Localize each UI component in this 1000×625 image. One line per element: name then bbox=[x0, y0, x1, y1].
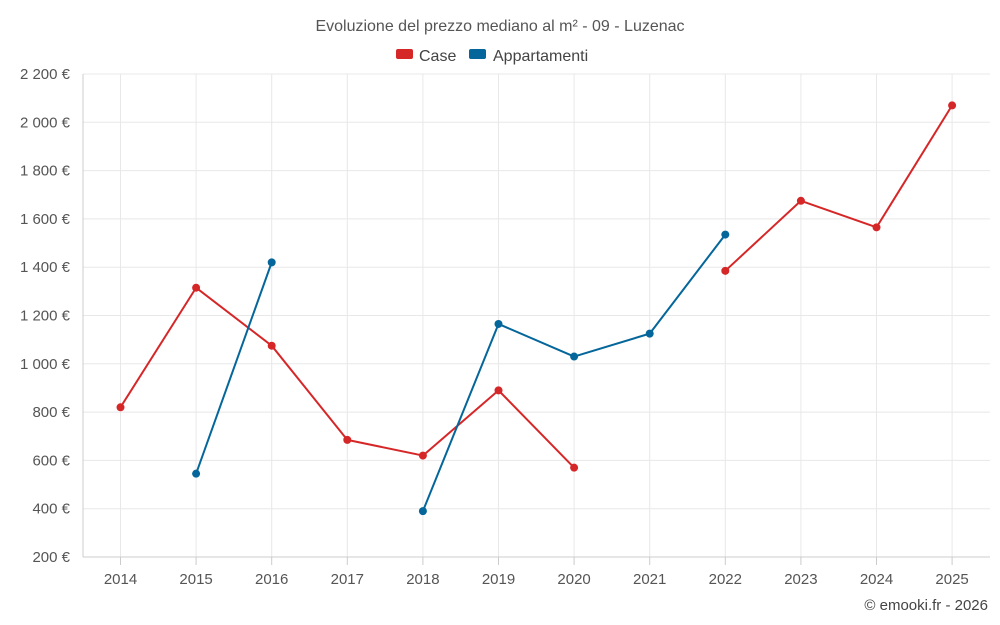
x-tick-label: 2015 bbox=[179, 571, 212, 588]
data-point-case[interactable] bbox=[418, 451, 427, 460]
data-point-case[interactable] bbox=[343, 435, 352, 444]
x-tick-label: 2022 bbox=[709, 571, 742, 588]
x-tick-label: 2024 bbox=[860, 571, 893, 588]
x-tick-label: 2019 bbox=[482, 571, 515, 588]
chart-title: Evoluzione del prezzo mediano al m² - 09… bbox=[315, 18, 684, 35]
legend-item-case[interactable]: Case bbox=[396, 48, 456, 65]
data-point-case[interactable] bbox=[948, 101, 957, 110]
data-point-appartamenti[interactable] bbox=[192, 469, 201, 478]
x-tick-label: 2020 bbox=[557, 571, 590, 588]
y-tick-label: 1 200 € bbox=[20, 308, 71, 325]
series-line-appartamenti bbox=[195, 262, 273, 475]
series-appartamenti bbox=[192, 230, 730, 516]
data-point-case[interactable] bbox=[267, 341, 276, 350]
y-tick-label: 1 000 € bbox=[20, 356, 71, 373]
series-case bbox=[116, 101, 957, 472]
data-point-case[interactable] bbox=[872, 223, 881, 232]
legend-label-case: Case bbox=[419, 48, 456, 65]
x-tick-label: 2017 bbox=[331, 571, 364, 588]
data-point-appartamenti[interactable] bbox=[267, 258, 276, 267]
data-point-appartamenti[interactable] bbox=[721, 230, 730, 239]
y-tick-label: 400 € bbox=[32, 501, 70, 518]
y-tick-label: 1 400 € bbox=[20, 259, 71, 276]
data-point-case[interactable] bbox=[570, 463, 579, 472]
y-tick-label: 600 € bbox=[32, 452, 70, 469]
y-tick-label: 2 000 € bbox=[20, 114, 71, 131]
data-point-appartamenti[interactable] bbox=[494, 319, 503, 328]
data-point-case[interactable] bbox=[796, 196, 805, 205]
y-tick-label: 1 800 € bbox=[20, 163, 71, 180]
y-tick-label: 200 € bbox=[32, 549, 70, 566]
y-tick-label: 1 600 € bbox=[20, 211, 71, 228]
data-point-case[interactable] bbox=[116, 403, 125, 412]
legend: Case Appartamenti bbox=[396, 48, 588, 65]
credit-text: © emooki.fr - 2026 bbox=[864, 597, 988, 614]
data-point-case[interactable] bbox=[721, 266, 730, 275]
data-point-appartamenti[interactable] bbox=[570, 352, 579, 361]
x-tick-label: 2016 bbox=[255, 571, 288, 588]
x-tick-label: 2021 bbox=[633, 571, 666, 588]
data-point-appartamenti[interactable] bbox=[418, 507, 427, 516]
legend-swatch-case bbox=[396, 49, 413, 59]
series-line-case bbox=[724, 104, 953, 272]
x-tick-label: 2025 bbox=[935, 571, 968, 588]
axes: 200 € 400 € 600 € 800 € 1 000 € 1 200 € 1 400 … bbox=[20, 66, 990, 588]
grid bbox=[83, 73, 990, 557]
x-tick-label: 2023 bbox=[784, 571, 817, 588]
data-point-case[interactable] bbox=[494, 386, 503, 395]
data-point-appartamenti[interactable] bbox=[645, 329, 654, 338]
legend-swatch-appartamenti bbox=[469, 49, 486, 59]
legend-label-appartamenti: Appartamenti bbox=[493, 48, 588, 65]
y-tick-label: 2 200 € bbox=[20, 66, 71, 83]
legend-item-appartamenti[interactable]: Appartamenti bbox=[469, 48, 588, 65]
x-tick-label: 2014 bbox=[104, 571, 137, 588]
y-tick-label: 800 € bbox=[32, 404, 70, 421]
data-point-case[interactable] bbox=[192, 283, 201, 292]
series bbox=[116, 101, 957, 516]
x-tick-label: 2018 bbox=[406, 571, 439, 588]
